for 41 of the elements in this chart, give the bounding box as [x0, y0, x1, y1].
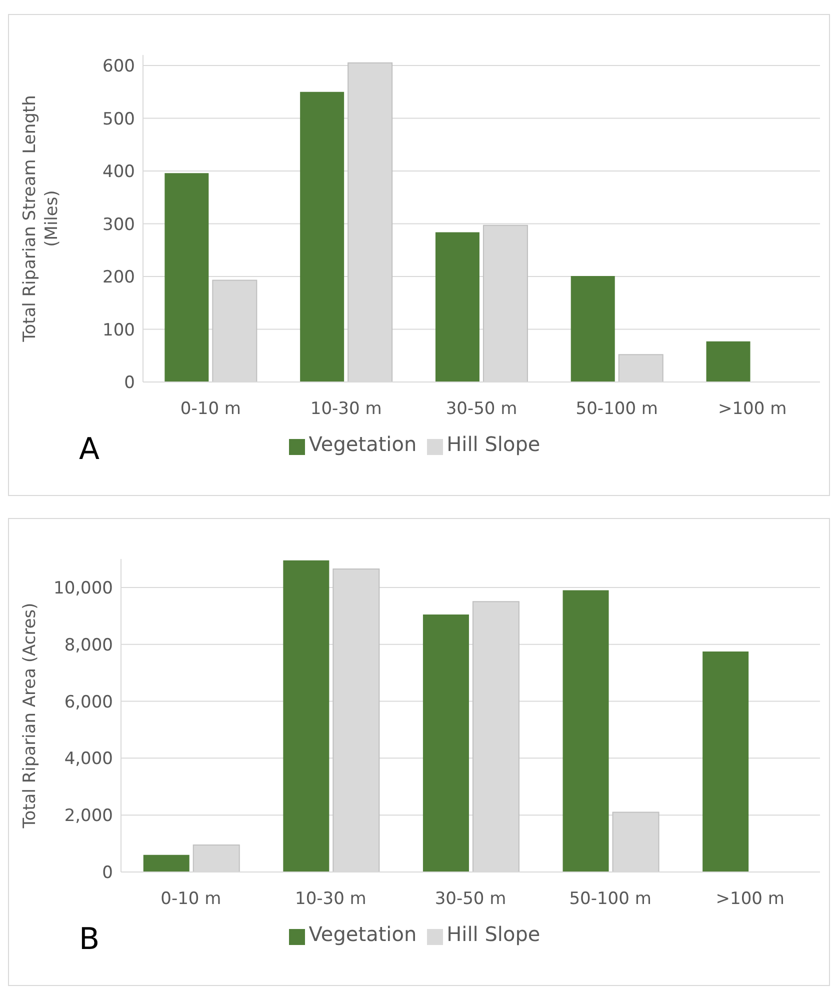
y-tick-label: 400 [102, 162, 135, 182]
bar [300, 92, 344, 382]
text: A [79, 432, 100, 467]
bar [570, 276, 615, 382]
y-tick-label: 6,000 [64, 692, 113, 712]
y-tick-label: 0 [124, 373, 135, 394]
legend-label: Vegetation [308, 432, 417, 456]
bar [422, 614, 469, 872]
y-tick-label: 10,000 [54, 578, 113, 598]
x-tick-label: 10-30 m [295, 889, 366, 910]
bar [706, 341, 750, 382]
bar [164, 173, 209, 382]
bar [283, 560, 330, 872]
y-tick-label: 200 [102, 268, 135, 288]
bar [143, 854, 190, 872]
legend-label: Vegetation [308, 922, 417, 946]
x-tick-label: 30-50 m [434, 889, 506, 910]
x-tick-label: 50-100 m [576, 399, 658, 420]
legend-label: Hill Slope [446, 432, 540, 456]
legend-label: Hill Slope [446, 922, 540, 946]
y-tick-label: 2,000 [64, 806, 113, 826]
y-tick-label: 500 [102, 109, 135, 130]
y-tick-label: 300 [102, 214, 135, 235]
x-tick-label: 30-50 m [446, 399, 518, 420]
x-tick-label: 0-10 m [180, 399, 241, 420]
x-tick-label: 50-100 m [569, 889, 652, 910]
y-tick-label: 600 [102, 56, 135, 77]
y-tick-label: 0 [102, 863, 113, 884]
x-tick-label: 10-30 m [310, 399, 382, 420]
bar [702, 651, 749, 872]
bar [435, 232, 480, 382]
x-tick-label: >100 m [718, 399, 787, 420]
bar [562, 590, 609, 872]
x-tick-label: >100 m [716, 889, 784, 910]
y-tick-label: 8,000 [64, 635, 113, 656]
y-axis-title: Total Riparian Stream Length (Miles) [20, 95, 62, 343]
y-tick-label: 4,000 [64, 749, 113, 770]
y-axis-title: Total Riparian Area (Acres) [20, 602, 40, 830]
y-tick-label: 100 [102, 320, 135, 340]
x-tick-label: 0-10 m [160, 889, 222, 910]
text: B [79, 922, 100, 957]
